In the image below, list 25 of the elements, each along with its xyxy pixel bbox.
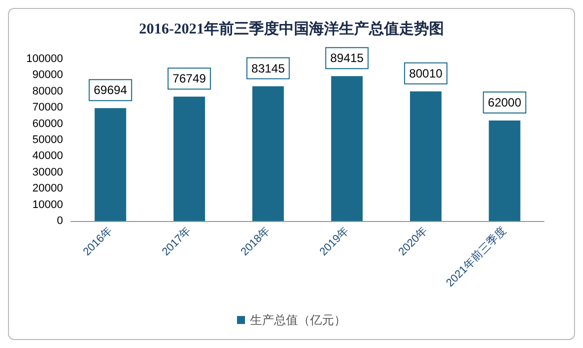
y-tick-label: 60000 bbox=[32, 118, 63, 130]
y-tick-label: 80000 bbox=[32, 85, 63, 98]
bar bbox=[252, 86, 284, 221]
y-tick-label: 70000 bbox=[32, 102, 63, 114]
bar bbox=[173, 96, 206, 221]
y-tick-label: 10000 bbox=[32, 198, 63, 211]
data-label: 62000 bbox=[488, 96, 522, 110]
chart-title: 2016-2021年前三季度中国海洋生产总值走势图 bbox=[139, 20, 444, 38]
bar bbox=[331, 76, 363, 221]
y-tick-label: 40000 bbox=[32, 150, 63, 162]
y-tick-label: 50000 bbox=[32, 134, 63, 146]
y-tick-label: 0 bbox=[56, 215, 63, 227]
data-label: 76749 bbox=[172, 72, 206, 86]
y-tick-label: 20000 bbox=[32, 182, 63, 195]
data-label: 69694 bbox=[94, 83, 128, 98]
legend-label: 生产总值（亿元） bbox=[250, 313, 346, 327]
data-label: 80010 bbox=[409, 66, 443, 80]
y-tick-label: 90000 bbox=[32, 69, 63, 82]
bar bbox=[488, 120, 520, 221]
y-tick-label: 30000 bbox=[32, 166, 63, 178]
bar bbox=[410, 91, 442, 221]
bar bbox=[94, 108, 126, 221]
data-label: 83145 bbox=[251, 61, 286, 76]
data-label: 89415 bbox=[330, 51, 364, 66]
y-tick-label: 100000 bbox=[26, 53, 63, 65]
